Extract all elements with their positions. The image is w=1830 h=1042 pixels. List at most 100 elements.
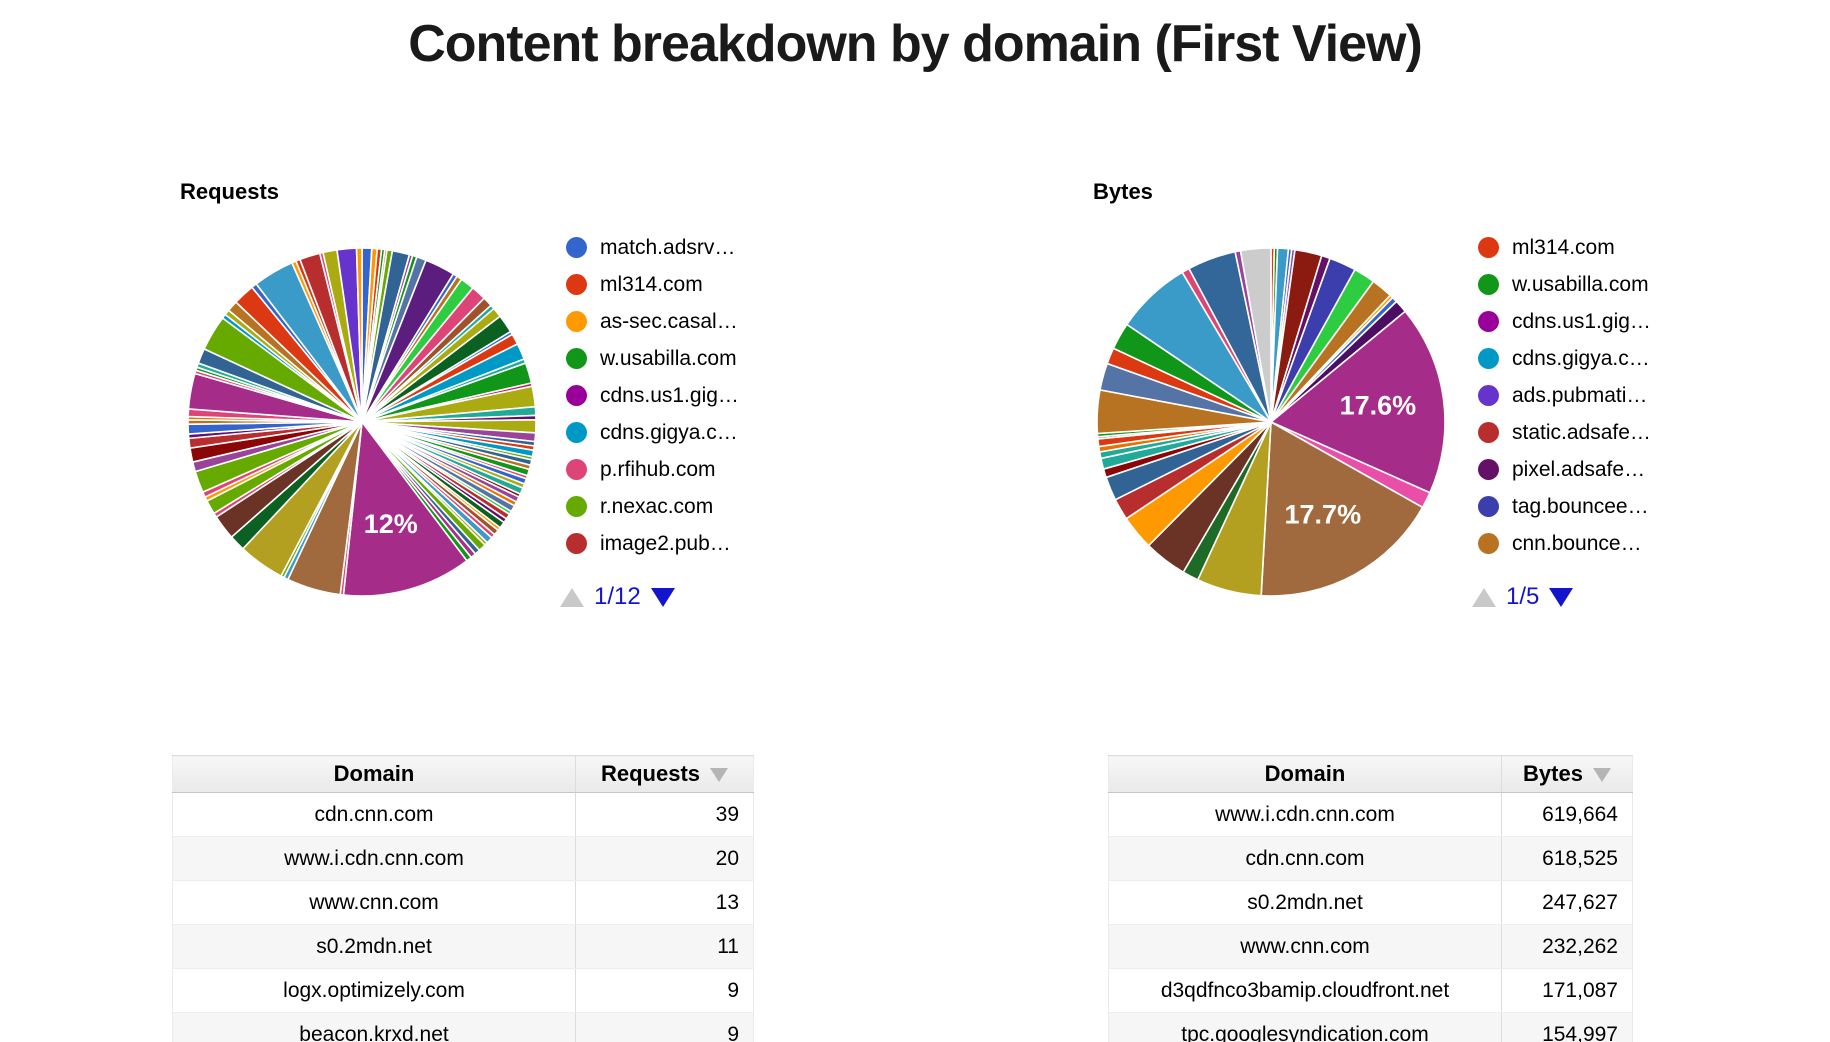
- legend-color-swatch-icon: [566, 496, 587, 517]
- column-header-label: Bytes: [1523, 761, 1583, 786]
- domain-cell: cdn.cnn.com: [1108, 836, 1502, 881]
- legend-item[interactable]: as-sec.casal…: [566, 303, 796, 340]
- legend-color-swatch-icon: [1478, 533, 1499, 554]
- column-header-bytes[interactable]: Bytes: [1501, 755, 1633, 793]
- legend-label: static.adsafe…: [1512, 420, 1651, 444]
- legend-color-swatch-icon: [566, 237, 587, 258]
- legend-label: pixel.adsafe…: [1512, 457, 1646, 481]
- value-cell: 9: [575, 1012, 754, 1042]
- legend-page-indicator: 1/5: [1506, 583, 1540, 610]
- legend-label: cdns.gigya.c…: [600, 420, 738, 444]
- value-cell: 13: [575, 880, 754, 925]
- legend-label: r.nexac.com: [600, 494, 714, 518]
- legend-color-swatch-icon: [1478, 311, 1499, 332]
- table-row: s0.2mdn.net 11: [172, 924, 754, 969]
- bytes-chart-label: Bytes: [1093, 179, 1153, 204]
- value-cell: 619,664: [1501, 792, 1633, 837]
- value-cell: 11: [575, 924, 754, 969]
- bytes-table: Domain Bytes www.i.cdn.cnn.com 619,664 cdn…: [1108, 755, 1633, 1042]
- column-header-domain[interactable]: Domain: [172, 755, 576, 793]
- table-row: d3qdfnco3bamip.cloudfront.net 171,087: [1108, 968, 1633, 1013]
- table-row: logx.optimizely.com 9: [172, 968, 754, 1013]
- legend-item[interactable]: p.rfihub.com: [566, 451, 796, 488]
- legend-item[interactable]: cdns.us1.gig…: [1478, 303, 1708, 340]
- value-cell: 9: [575, 968, 754, 1013]
- legend-color-swatch-icon: [1478, 459, 1499, 480]
- legend-color-swatch-icon: [1478, 274, 1499, 295]
- legend-item[interactable]: pixel.adsafe…: [1478, 451, 1708, 488]
- value-cell: 618,525: [1501, 836, 1633, 881]
- legend-label: cnn.bounce…: [1512, 531, 1642, 555]
- pie-slice-percent-label: 17.6%: [1340, 391, 1417, 421]
- legend-color-swatch-icon: [566, 274, 587, 295]
- value-cell: 171,087: [1501, 968, 1633, 1013]
- legend-label: match.adsrv…: [600, 235, 736, 259]
- value-cell: 154,997: [1501, 1012, 1633, 1042]
- legend-item[interactable]: w.usabilla.com: [1478, 266, 1708, 303]
- table-row: www.cnn.com 13: [172, 880, 754, 925]
- requests-table: Domain Requests cdn.cnn.com 39 www.i.cdn.c…: [172, 755, 754, 1042]
- domain-cell: cdn.cnn.com: [172, 792, 576, 837]
- sort-desc-icon: [1592, 768, 1611, 783]
- column-header-label: Domain: [1264, 761, 1346, 786]
- legend-color-swatch-icon: [1478, 237, 1499, 258]
- legend-item[interactable]: cdns.gigya.c…: [1478, 340, 1708, 377]
- pie-slice[interactable]: [1270, 310, 1446, 494]
- table-row: cdn.cnn.com 618,525: [1108, 836, 1633, 881]
- table-row: www.i.cdn.cnn.com 20: [172, 836, 754, 881]
- requests-chart-label: Requests: [180, 179, 280, 204]
- legend-page-down-button[interactable]: [650, 587, 675, 607]
- requests-legend-pager: 1/12: [560, 583, 675, 611]
- legend-page-down-button[interactable]: [1549, 587, 1574, 607]
- legend-label: w.usabilla.com: [600, 346, 737, 370]
- pie-slice[interactable]: [1239, 247, 1272, 423]
- pie-slice-percent-label: 17.7%: [1285, 500, 1362, 530]
- legend-color-swatch-icon: [566, 533, 587, 554]
- legend-item[interactable]: ads.pubmati…: [1478, 377, 1708, 414]
- legend-item[interactable]: tag.bouncee…: [1478, 488, 1708, 525]
- domain-cell: www.i.cdn.cnn.com: [172, 836, 576, 881]
- legend-label: ml314.com: [1512, 235, 1615, 259]
- legend-label: cdns.us1.gig…: [1512, 309, 1651, 333]
- legend-label: ml314.com: [600, 272, 703, 296]
- legend-item[interactable]: cdns.gigya.c…: [566, 414, 796, 451]
- legend-page-up-button[interactable]: [1472, 587, 1496, 607]
- legend-page-up-button[interactable]: [560, 587, 584, 607]
- legend-item[interactable]: image2.pub…: [566, 525, 796, 562]
- table-row: tpc.googlesyndication.com 154,997: [1108, 1012, 1633, 1042]
- legend-item[interactable]: static.adsafe…: [1478, 414, 1708, 451]
- legend-item[interactable]: r.nexac.com: [566, 488, 796, 525]
- value-cell: 20: [575, 836, 754, 881]
- legend-item[interactable]: cnn.bounce…: [1478, 525, 1708, 562]
- legend-color-swatch-icon: [566, 311, 587, 332]
- legend-color-swatch-icon: [1478, 496, 1499, 517]
- bytes-pie-chart[interactable]: 17.6% 17.7%: [1095, 246, 1447, 598]
- domain-cell: d3qdfnco3bamip.cloudfront.net: [1108, 968, 1502, 1013]
- sort-desc-icon: [710, 768, 729, 783]
- table-row: www.i.cdn.cnn.com 619,664: [1108, 792, 1633, 837]
- domain-cell: www.cnn.com: [172, 880, 576, 925]
- legend-label: as-sec.casal…: [600, 309, 738, 333]
- legend-item[interactable]: match.adsrv…: [566, 229, 796, 266]
- requests-pie-chart[interactable]: 12%: [186, 246, 538, 598]
- legend-item[interactable]: ml314.com: [1478, 229, 1708, 266]
- legend-label: cdns.gigya.c…: [1512, 346, 1650, 370]
- column-header-domain[interactable]: Domain: [1108, 755, 1502, 793]
- legend-color-swatch-icon: [566, 348, 587, 369]
- pie-slice-percent-label: 12%: [364, 509, 418, 539]
- legend-item[interactable]: ml314.com: [566, 266, 796, 303]
- legend-item[interactable]: w.usabilla.com: [566, 340, 796, 377]
- legend-color-swatch-icon: [1478, 385, 1499, 406]
- table-header-row: Domain Bytes: [1108, 755, 1633, 793]
- column-header-requests[interactable]: Requests: [575, 755, 754, 793]
- pie-slice[interactable]: [342, 421, 468, 597]
- pie-slice[interactable]: [1260, 421, 1424, 597]
- page-title: Content breakdown by domain (First View): [408, 15, 1423, 73]
- legend-item[interactable]: cdns.us1.gig…: [566, 377, 796, 414]
- pie-slice[interactable]: [355, 247, 363, 423]
- table-row: www.cnn.com 232,262: [1108, 924, 1633, 969]
- legend-label: tag.bouncee…: [1512, 494, 1649, 518]
- legend-label: ads.pubmati…: [1512, 383, 1648, 407]
- table-header-row: Domain Requests: [172, 755, 754, 793]
